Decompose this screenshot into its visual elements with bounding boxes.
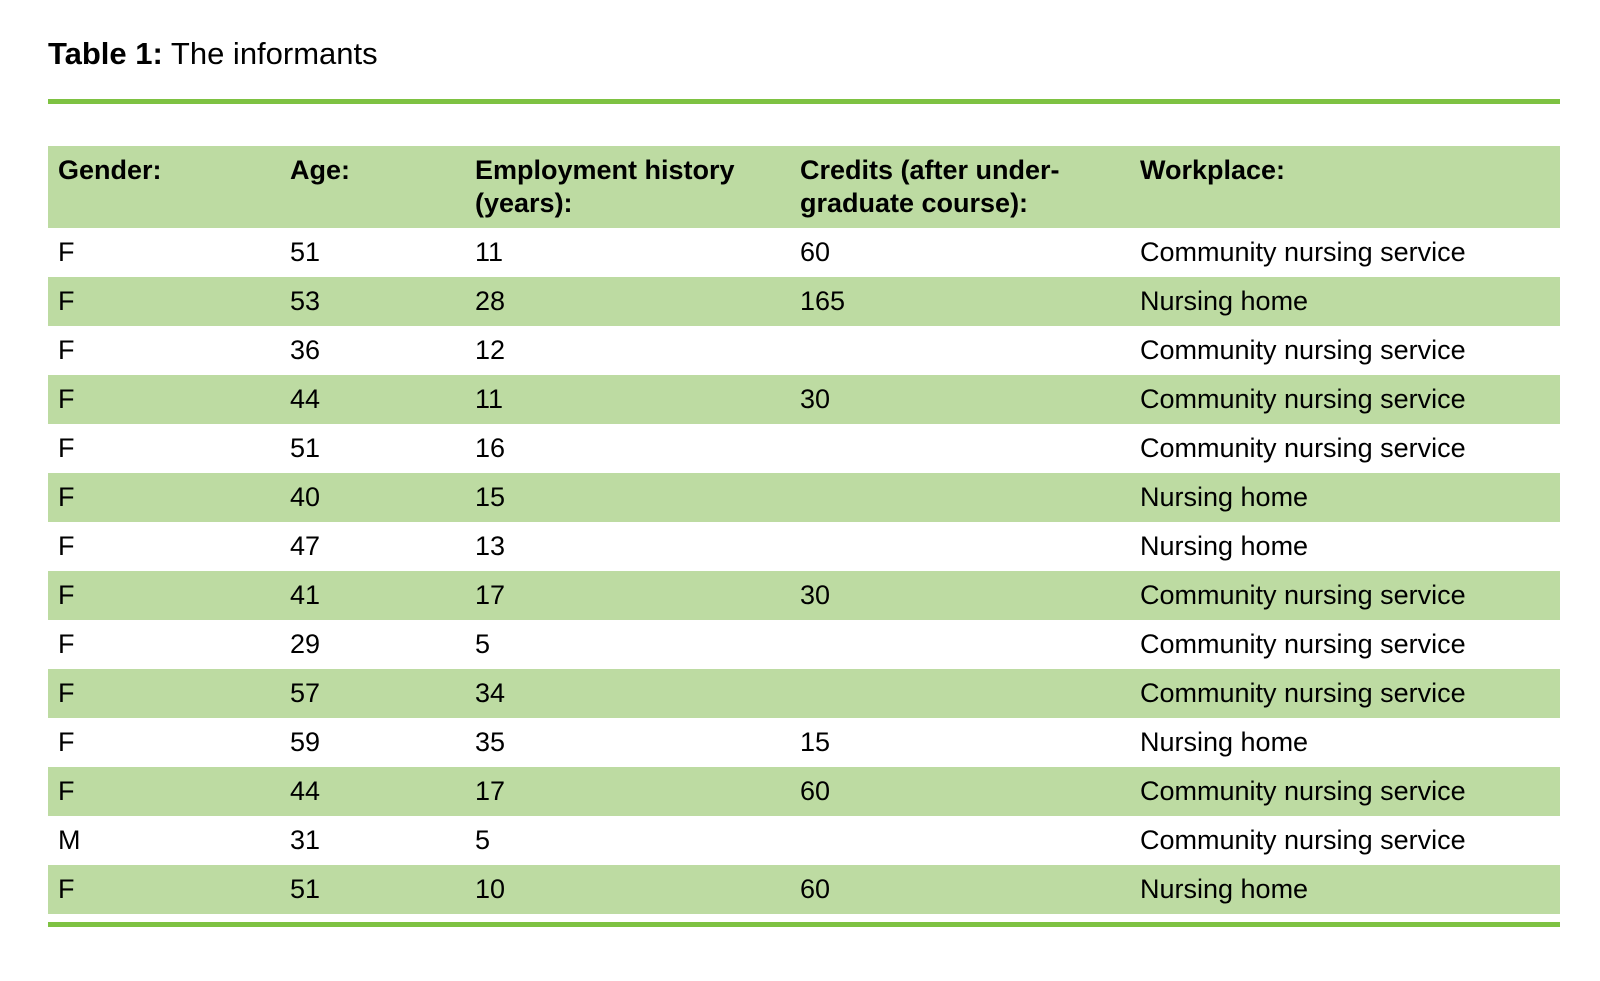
cell-employment: 10 [465, 864, 790, 914]
cell-credits: 60 [790, 864, 1130, 914]
column-header-employment: Employment history (years): [465, 145, 790, 228]
cell-workplace: Community nursing service [1130, 766, 1560, 816]
cell-workplace: Community nursing service [1130, 374, 1560, 424]
cell-employment: 34 [465, 668, 790, 718]
cell-credits: 60 [790, 766, 1130, 816]
cell-age: 31 [290, 824, 321, 855]
table-row: M 31 5 Community nursing service [48, 816, 1560, 865]
table-row: F 36 12 Community nursing service [48, 326, 1560, 375]
page: Table 1: The informants Gender: Age: Emp… [48, 36, 1560, 927]
cell-workplace: Community nursing service [1140, 432, 1466, 463]
cell-credits [790, 424, 1130, 473]
table-row: F 47 13 Nursing home [48, 522, 1560, 571]
table-row: F 53 28 165 Nursing home [48, 276, 1560, 326]
cell-gender: F [58, 334, 75, 365]
cell-workplace: Community nursing service [1130, 570, 1560, 620]
cell-employment: 17 [465, 570, 790, 620]
column-header-age: Age: [280, 145, 465, 228]
cell-gender: F [58, 628, 75, 659]
table-row: F 59 35 15 Nursing home [48, 718, 1560, 767]
cell-credits [790, 522, 1130, 571]
table-row: F 40 15 Nursing home [48, 472, 1560, 522]
cell-employment: 5 [475, 824, 491, 855]
cell-gender: F [48, 766, 280, 816]
cell-age: 51 [280, 864, 465, 914]
cell-age: 44 [280, 374, 465, 424]
table-row: F 57 34 Community nursing service [48, 668, 1560, 718]
cell-employment: 15 [465, 472, 790, 522]
cell-gender: M [58, 824, 81, 855]
cell-workplace: Community nursing service [1140, 236, 1466, 267]
cell-credits [790, 620, 1130, 669]
cell-workplace: Community nursing service [1140, 334, 1466, 365]
table-caption-label: Table 1: [48, 36, 163, 71]
cell-age: 41 [280, 570, 465, 620]
cell-credits [790, 816, 1130, 865]
cell-gender: F [58, 530, 75, 561]
cell-employment: 5 [475, 628, 491, 659]
cell-credits: 165 [790, 276, 1130, 326]
cell-credits: 30 [790, 374, 1130, 424]
column-header-gender: Gender: [48, 145, 280, 228]
cell-age: 29 [290, 628, 321, 659]
cell-workplace: Nursing home [1140, 530, 1309, 561]
cell-age: 51 [290, 432, 321, 463]
table-row: F 44 11 30 Community nursing service [48, 374, 1560, 424]
cell-age: 59 [290, 726, 321, 757]
cell-employment: 11 [465, 374, 790, 424]
cell-age: 51 [290, 236, 321, 267]
column-header-workplace: Workplace: [1130, 145, 1560, 228]
cell-gender: F [58, 432, 75, 463]
cell-gender: F [48, 374, 280, 424]
table-caption: Table 1: The informants [48, 36, 1560, 72]
table-row: F 44 17 60 Community nursing service [48, 766, 1560, 816]
column-header-credits: Credits (after under- graduate course): [790, 145, 1130, 228]
bottom-rule [48, 921, 1560, 927]
cell-employment: 17 [465, 766, 790, 816]
cell-employment: 35 [475, 726, 506, 757]
cell-employment: 12 [475, 334, 506, 365]
cell-employment: 28 [465, 276, 790, 326]
cell-workplace: Nursing home [1130, 864, 1560, 914]
cell-age: 57 [280, 668, 465, 718]
cell-gender: F [48, 276, 280, 326]
table-caption-text: The informants [162, 36, 378, 71]
cell-credits: 30 [790, 570, 1130, 620]
cell-age: 53 [280, 276, 465, 326]
cell-employment: 13 [475, 530, 506, 561]
header-row: Gender: Age: Employment history (years):… [48, 145, 1560, 228]
table-row: F 51 16 Community nursing service [48, 424, 1560, 473]
cell-gender: F [48, 864, 280, 914]
cell-workplace: Community nursing service [1140, 628, 1466, 659]
cell-age: 36 [290, 334, 321, 365]
cell-gender: F [58, 236, 75, 267]
cell-credits: 60 [800, 236, 831, 267]
top-rule [48, 98, 1560, 104]
cell-workplace: Community nursing service [1130, 668, 1560, 718]
table-row: F 29 5 Community nursing service [48, 620, 1560, 669]
cell-age: 47 [290, 530, 321, 561]
cell-gender: F [48, 570, 280, 620]
table-row: F 51 10 60 Nursing home [48, 864, 1560, 914]
cell-credits: 15 [800, 726, 831, 757]
cell-age: 44 [280, 766, 465, 816]
cell-credits [790, 668, 1130, 718]
cell-employment: 11 [475, 236, 504, 267]
cell-workplace: Nursing home [1140, 726, 1309, 757]
informants-table: Gender: Age: Employment history (years):… [48, 145, 1560, 914]
cell-age: 40 [280, 472, 465, 522]
table-body: F 51 11 60 Community nursing service F 53 28 165… [48, 228, 1560, 914]
cell-workplace: Community nursing service [1140, 824, 1466, 855]
cell-gender: F [48, 472, 280, 522]
table-row: F 41 17 30 Community nursing service [48, 570, 1560, 620]
cell-employment: 16 [475, 432, 506, 463]
table-row: F 51 11 60 Community nursing service [48, 228, 1560, 277]
cell-workplace: Nursing home [1130, 472, 1560, 522]
cell-workplace: Nursing home [1130, 276, 1560, 326]
cell-gender: F [48, 668, 280, 718]
cell-credits [790, 326, 1130, 375]
cell-credits [790, 472, 1130, 522]
cell-gender: F [58, 726, 75, 757]
